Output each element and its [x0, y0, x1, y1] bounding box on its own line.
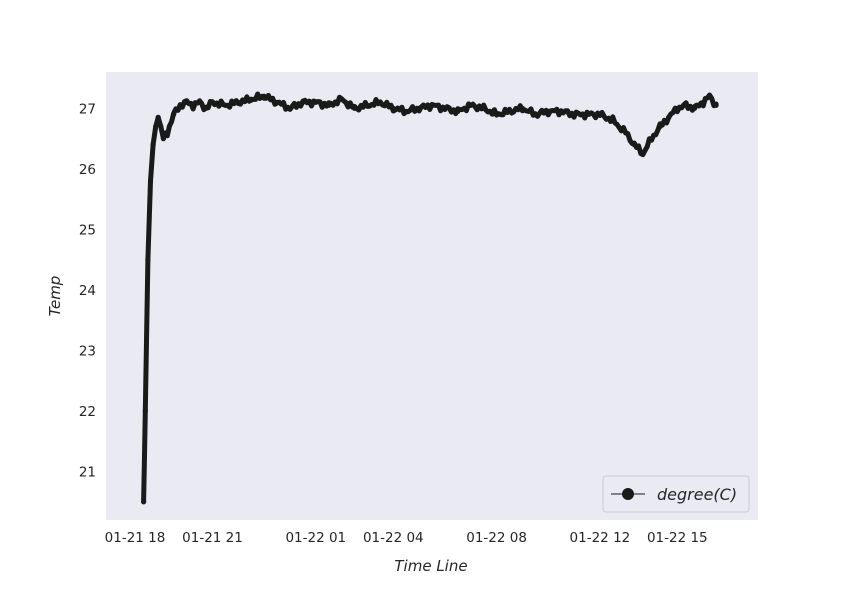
x-tick-label: 01-22 08: [466, 530, 527, 546]
data-point: [177, 102, 183, 108]
y-tick-label: 22: [79, 404, 96, 420]
data-point: [287, 105, 293, 111]
data-point: [203, 105, 209, 111]
data-point: [597, 111, 603, 117]
y-tick-label: 27: [79, 101, 96, 117]
data-point: [429, 102, 435, 108]
data-point: [351, 105, 358, 111]
data-point: [584, 111, 590, 117]
data-point: [640, 151, 646, 157]
data-point: [155, 114, 161, 120]
data-point: [326, 102, 332, 108]
data-point: [339, 96, 345, 102]
legend-label: degree(C): [657, 485, 737, 504]
data-point: [692, 105, 698, 111]
x-tick-label: 01-21 18: [105, 530, 166, 546]
data-point: [142, 408, 148, 414]
data-point: [416, 105, 422, 111]
y-tick-label: 24: [79, 283, 96, 299]
data-point: [519, 105, 526, 111]
data-point: [235, 99, 241, 105]
data-point: [571, 111, 577, 117]
data-point: [153, 123, 159, 130]
y-tick-label: 26: [79, 162, 96, 178]
data-point: [313, 99, 319, 105]
legend-marker-icon: [622, 488, 634, 500]
x-tick-label: 01-22 15: [647, 530, 708, 546]
data-point: [481, 105, 487, 111]
data-point: [274, 99, 280, 105]
data-point: [455, 108, 461, 114]
data-point: [468, 102, 474, 108]
x-axis-ticks: 01-21 18 01-21 21 01-22 01 01-22 04 01-22 08…: [105, 530, 708, 546]
data-point: [171, 111, 177, 117]
data-point: [532, 111, 538, 117]
data-point: [683, 102, 689, 108]
data-point: [657, 123, 663, 130]
data-point: [248, 96, 254, 102]
data-point: [164, 129, 170, 136]
y-tick-label: 25: [79, 222, 96, 238]
y-tick-label: 21: [79, 465, 96, 481]
data-point: [700, 99, 706, 105]
x-tick-label: 01-21 21: [182, 530, 243, 546]
data-point: [390, 105, 396, 111]
data-point: [377, 99, 383, 105]
data-point: [674, 105, 680, 111]
data-point: [403, 108, 409, 114]
data-point: [442, 105, 448, 111]
data-point: [184, 99, 190, 105]
data-point: [648, 136, 655, 142]
y-tick-label: 23: [79, 344, 96, 360]
data-point: [141, 499, 147, 505]
data-point: [197, 99, 203, 105]
y-axis-ticks: 21 22 23 24 25 26 27: [79, 101, 96, 480]
data-point: [147, 178, 154, 184]
data-point: [631, 142, 637, 148]
x-tick-label: 01-22 01: [285, 530, 346, 546]
data-point: [707, 93, 713, 99]
data-point: [623, 129, 629, 136]
data-point: [364, 102, 370, 108]
x-axis-title: Time Line: [394, 557, 467, 575]
x-tick-label: 01-22 12: [570, 530, 631, 546]
data-point: [158, 123, 164, 130]
data-point: [160, 136, 166, 142]
y-axis-title: Temp: [46, 276, 64, 317]
data-point: [261, 93, 267, 99]
data-point: [713, 102, 719, 108]
x-tick-label: 01-22 04: [363, 530, 424, 546]
legend-box: [602, 475, 750, 513]
data-point: [666, 114, 672, 120]
data-point: [222, 102, 228, 108]
data-point: [190, 102, 196, 108]
data-point: [150, 142, 156, 148]
data-point: [610, 117, 616, 123]
data-point: [506, 108, 513, 114]
legend: degree(C): [602, 475, 750, 513]
data-point: [558, 108, 564, 114]
data-point: [494, 111, 500, 117]
plot-area: [106, 72, 758, 520]
data-point: [300, 99, 306, 105]
series-group: [141, 91, 719, 505]
data-point: [209, 99, 216, 105]
data-point: [545, 108, 551, 114]
data-point: [145, 257, 151, 263]
